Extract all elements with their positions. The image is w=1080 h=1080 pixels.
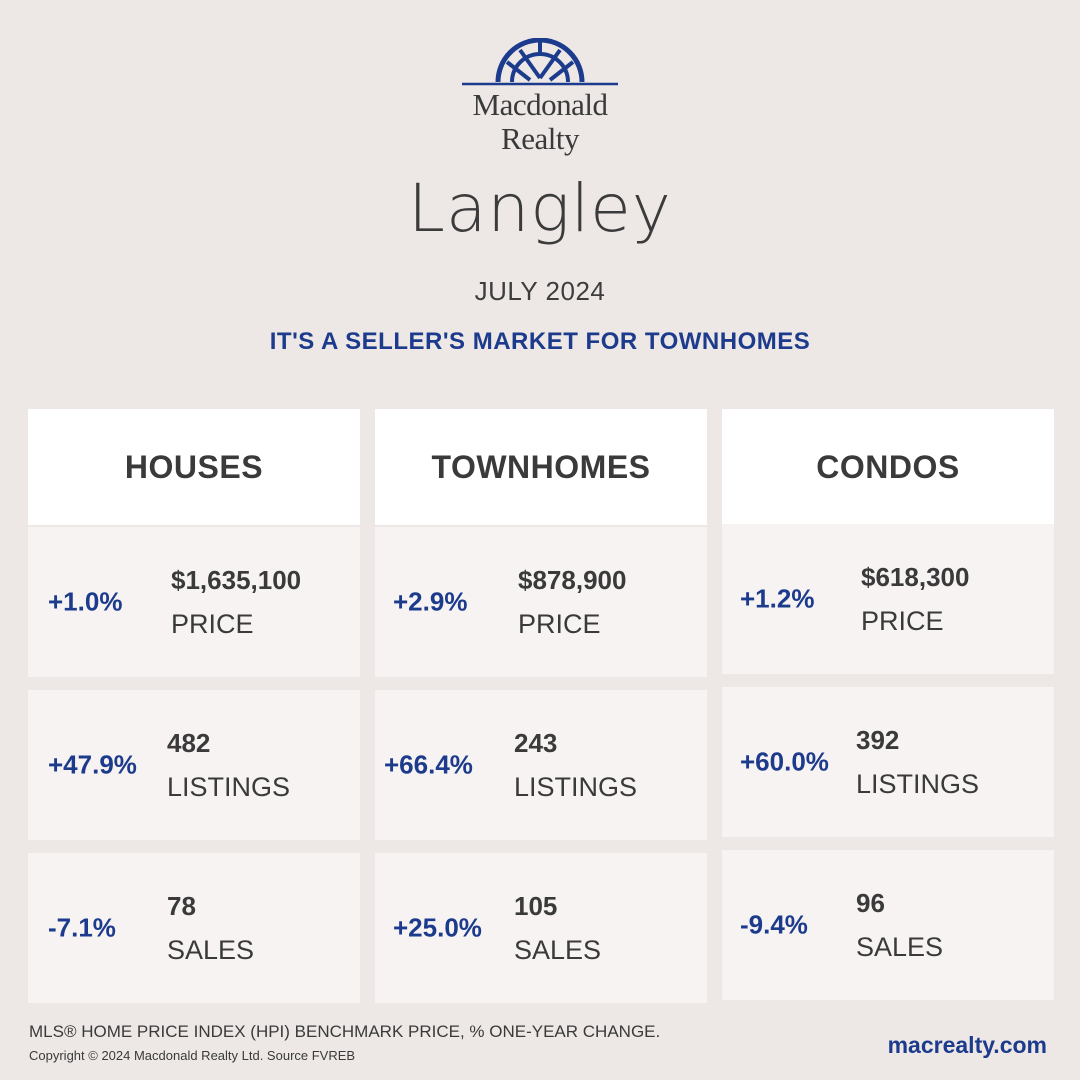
stat-label: SALES (856, 932, 944, 962)
stat-value: 78 (167, 891, 196, 921)
stat-label: SALES (514, 935, 602, 965)
report-date: JULY 2024 (474, 276, 606, 306)
stat-card-price: +1.0% $1,635,100 PRICE (28, 527, 360, 677)
stat-label: SALES (167, 935, 255, 965)
stat-card-price: +1.2% $618,300 PRICE (722, 524, 1054, 674)
stat-label: LISTINGS (514, 772, 638, 802)
brand-name-line1: Macdonald (472, 87, 608, 122)
change-percent: +66.4% (384, 749, 473, 780)
brand-logo: Macdonald Realty (0, 38, 1080, 156)
change-percent: +1.2% (740, 583, 815, 614)
website-link[interactable]: macrealty.com (887, 1032, 1047, 1058)
stat-value: 105 (514, 891, 558, 921)
column-houses: HOUSES (28, 409, 360, 525)
stat-label: PRICE (861, 606, 944, 636)
stat-value: 392 (856, 725, 900, 755)
stat-value: 243 (514, 728, 558, 758)
change-percent: -9.4% (740, 909, 808, 940)
sunburst-arch-logo-icon (462, 38, 618, 86)
stat-card-price: +2.9% $878,900 PRICE (375, 527, 707, 677)
stat-value: $1,635,100 (171, 565, 302, 595)
brand-name-line2: Realty (501, 121, 579, 156)
column-heading: TOWNHOMES (375, 409, 707, 525)
stat-card-listings: +66.4% 243 LISTINGS (375, 690, 707, 840)
copyright: Copyright © 2024 Macdonald Realty Ltd. S… (29, 1048, 356, 1063)
footnote: MLS® HOME PRICE INDEX (HPI) BENCHMARK PR… (29, 1022, 661, 1041)
stat-card-sales: -7.1% 78 SALES (28, 853, 360, 1003)
column-heading: CONDOS (722, 409, 1054, 525)
stat-value: 482 (167, 728, 211, 758)
stat-card-sales: +25.0% 105 SALES (375, 853, 707, 1003)
stat-value: 96 (856, 888, 885, 918)
column-heading: HOUSES (28, 409, 360, 525)
change-percent: +2.9% (393, 586, 468, 617)
headline: IT'S A SELLER'S MARKET FOR TOWNHOMES (269, 328, 811, 355)
stat-label: LISTINGS (856, 769, 980, 799)
column-condos: CONDOS (722, 409, 1054, 525)
stat-card-sales: -9.4% 96 SALES (722, 850, 1054, 1000)
change-percent: -7.1% (48, 912, 116, 943)
stat-label: PRICE (518, 609, 601, 639)
stat-card-listings: +47.9% 482 LISTINGS (28, 690, 360, 840)
stat-card-listings: +60.0% 392 LISTINGS (722, 687, 1054, 837)
change-percent: +60.0% (740, 746, 829, 777)
stat-value: $618,300 (861, 562, 970, 592)
change-percent: +1.0% (48, 586, 123, 617)
stat-label: PRICE (171, 609, 254, 639)
page-title: Langley (408, 170, 672, 247)
change-percent: +25.0% (393, 912, 482, 943)
stat-value: $878,900 (518, 565, 627, 595)
change-percent: +47.9% (48, 749, 137, 780)
stat-label: LISTINGS (167, 772, 291, 802)
column-townhomes: TOWNHOMES (375, 409, 707, 525)
